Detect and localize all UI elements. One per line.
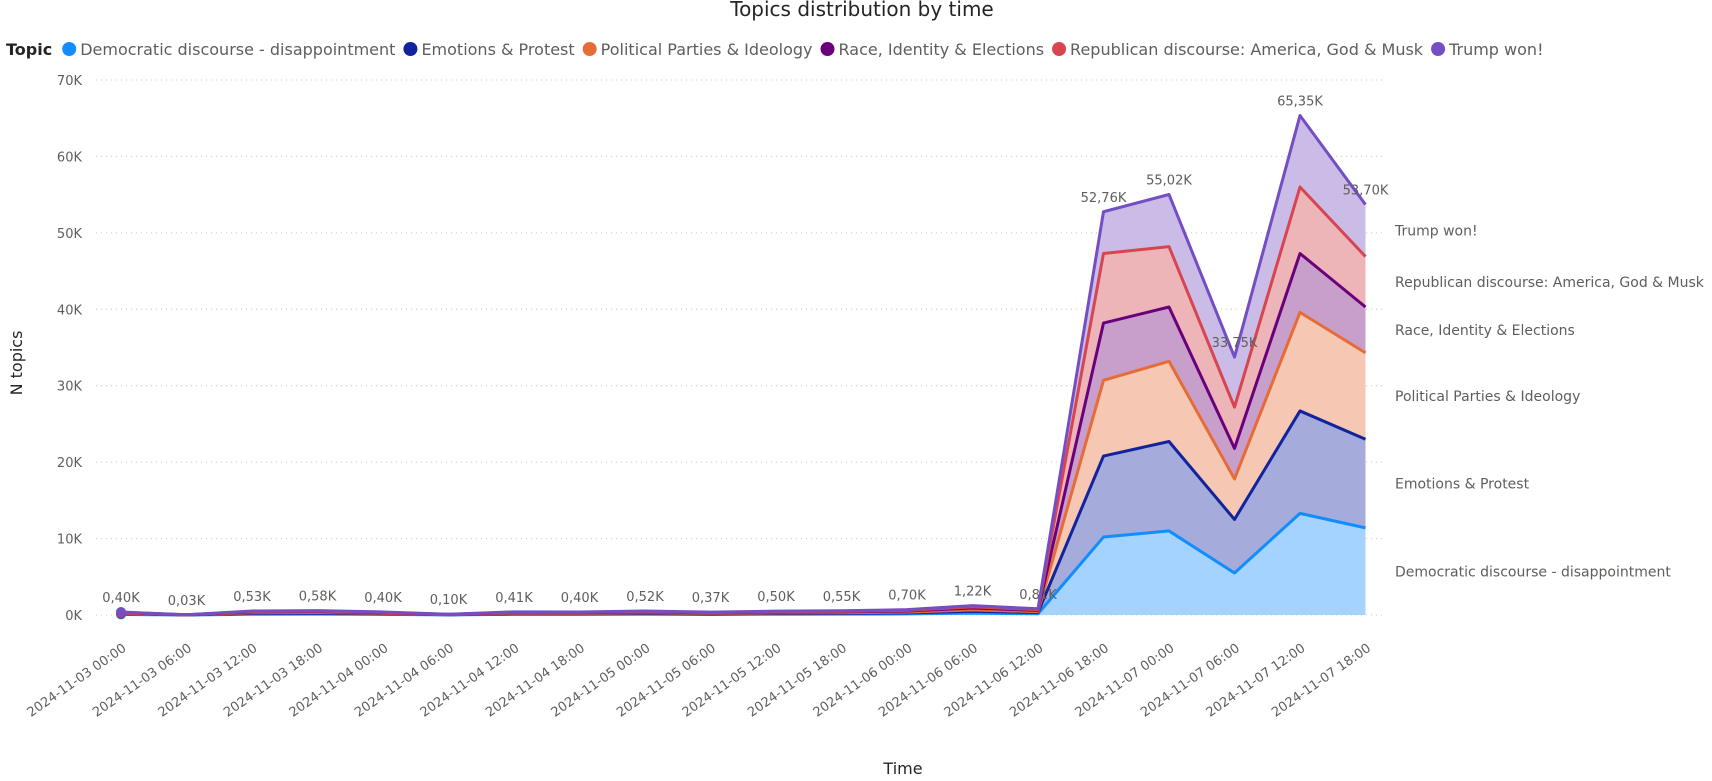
series-end-label-0: Democratic discourse - disappointment [1395,564,1671,580]
total-data-label: 55,02K [1146,173,1192,188]
total-data-label: 53,70K [1343,184,1389,199]
y-tick-label: 50K [57,227,83,242]
legend-marker-2 [582,42,597,56]
total-data-label: 0,52K [626,590,664,605]
line-layer [116,114,1367,620]
total-data-label: 0,70K [888,589,926,604]
legend-item-2[interactable]: Political Parties & Ideology [601,40,813,59]
series-area-0 [121,513,1366,615]
legend-item-5[interactable]: Trump won! [1448,40,1543,59]
total-data-label: 0,81K [1019,588,1057,603]
legend-marker-1 [403,42,418,56]
legend-marker-0 [62,42,77,56]
total-data-label: 0,50K [757,590,795,605]
total-data-label: 0,55K [823,590,861,605]
chart-title: Topics distribution by time [729,0,994,21]
series-start-point-5 [116,606,126,617]
total-data-label: 0,37K [692,591,730,606]
legend-title: Topic [6,40,52,59]
y-axis: 0K 10K 20K 30K 40K 50K 60K 70K [57,74,83,624]
total-data-label: 0,41K [495,591,533,606]
y-tick-label: 0K [65,609,82,624]
data-labels: 0,40K 0,03K 0,53K 0,58K 0,40K 0,10K 0,41K 0,40K… [102,95,1389,609]
series-end-label-1: Emotions & Protest [1395,477,1530,493]
area-layer [121,115,1366,615]
series-line-5[interactable] [120,114,1367,617]
x-axis-title: Time [882,759,922,778]
legend-item-4[interactable]: Republican discourse: America, God & Mus… [1070,40,1424,59]
total-data-label: 0,40K [364,591,402,606]
y-tick-label: 40K [57,303,83,318]
series-end-label-5: Trump won! [1394,224,1478,240]
total-data-label: 1,22K [954,585,992,600]
legend-marker-5 [1431,42,1446,56]
y-tick-label: 70K [57,74,83,89]
y-axis-title: N topics [7,331,26,396]
total-data-label: 52,76K [1081,191,1127,206]
series-end-labels: Democratic discourse - disappointment Emo… [1394,224,1705,581]
series-end-label-3: Race, Identity & Elections [1395,323,1575,339]
total-data-label: 0,40K [102,591,140,606]
total-data-label: 33,75K [1212,336,1258,351]
y-tick-label: 10K [57,533,83,548]
total-data-label: 0,03K [168,594,206,609]
series-end-label-4: Republican discourse: America, God & Mus… [1395,275,1705,291]
legend: Topic Democratic discourse - disappointm… [6,40,1543,59]
series-end-label-2: Political Parties & Ideology [1395,389,1580,405]
total-data-label: 0,58K [299,590,337,605]
total-data-label: 0,53K [233,590,271,605]
y-tick-label: 60K [57,150,83,165]
legend-item-0[interactable]: Democratic discourse - disappointment [80,40,395,59]
total-data-label: 0,40K [561,591,599,606]
legend-marker-4 [1052,42,1067,56]
legend-marker-3 [820,42,835,56]
legend-item-1[interactable]: Emotions & Protest [421,40,574,59]
total-data-label: 0,10K [430,593,468,608]
y-tick-label: 30K [57,380,83,395]
total-data-label: 65,35K [1277,95,1323,110]
y-tick-label: 20K [57,456,83,471]
series-area-1 [121,410,1366,615]
legend-item-3[interactable]: Race, Identity & Elections [839,40,1045,59]
